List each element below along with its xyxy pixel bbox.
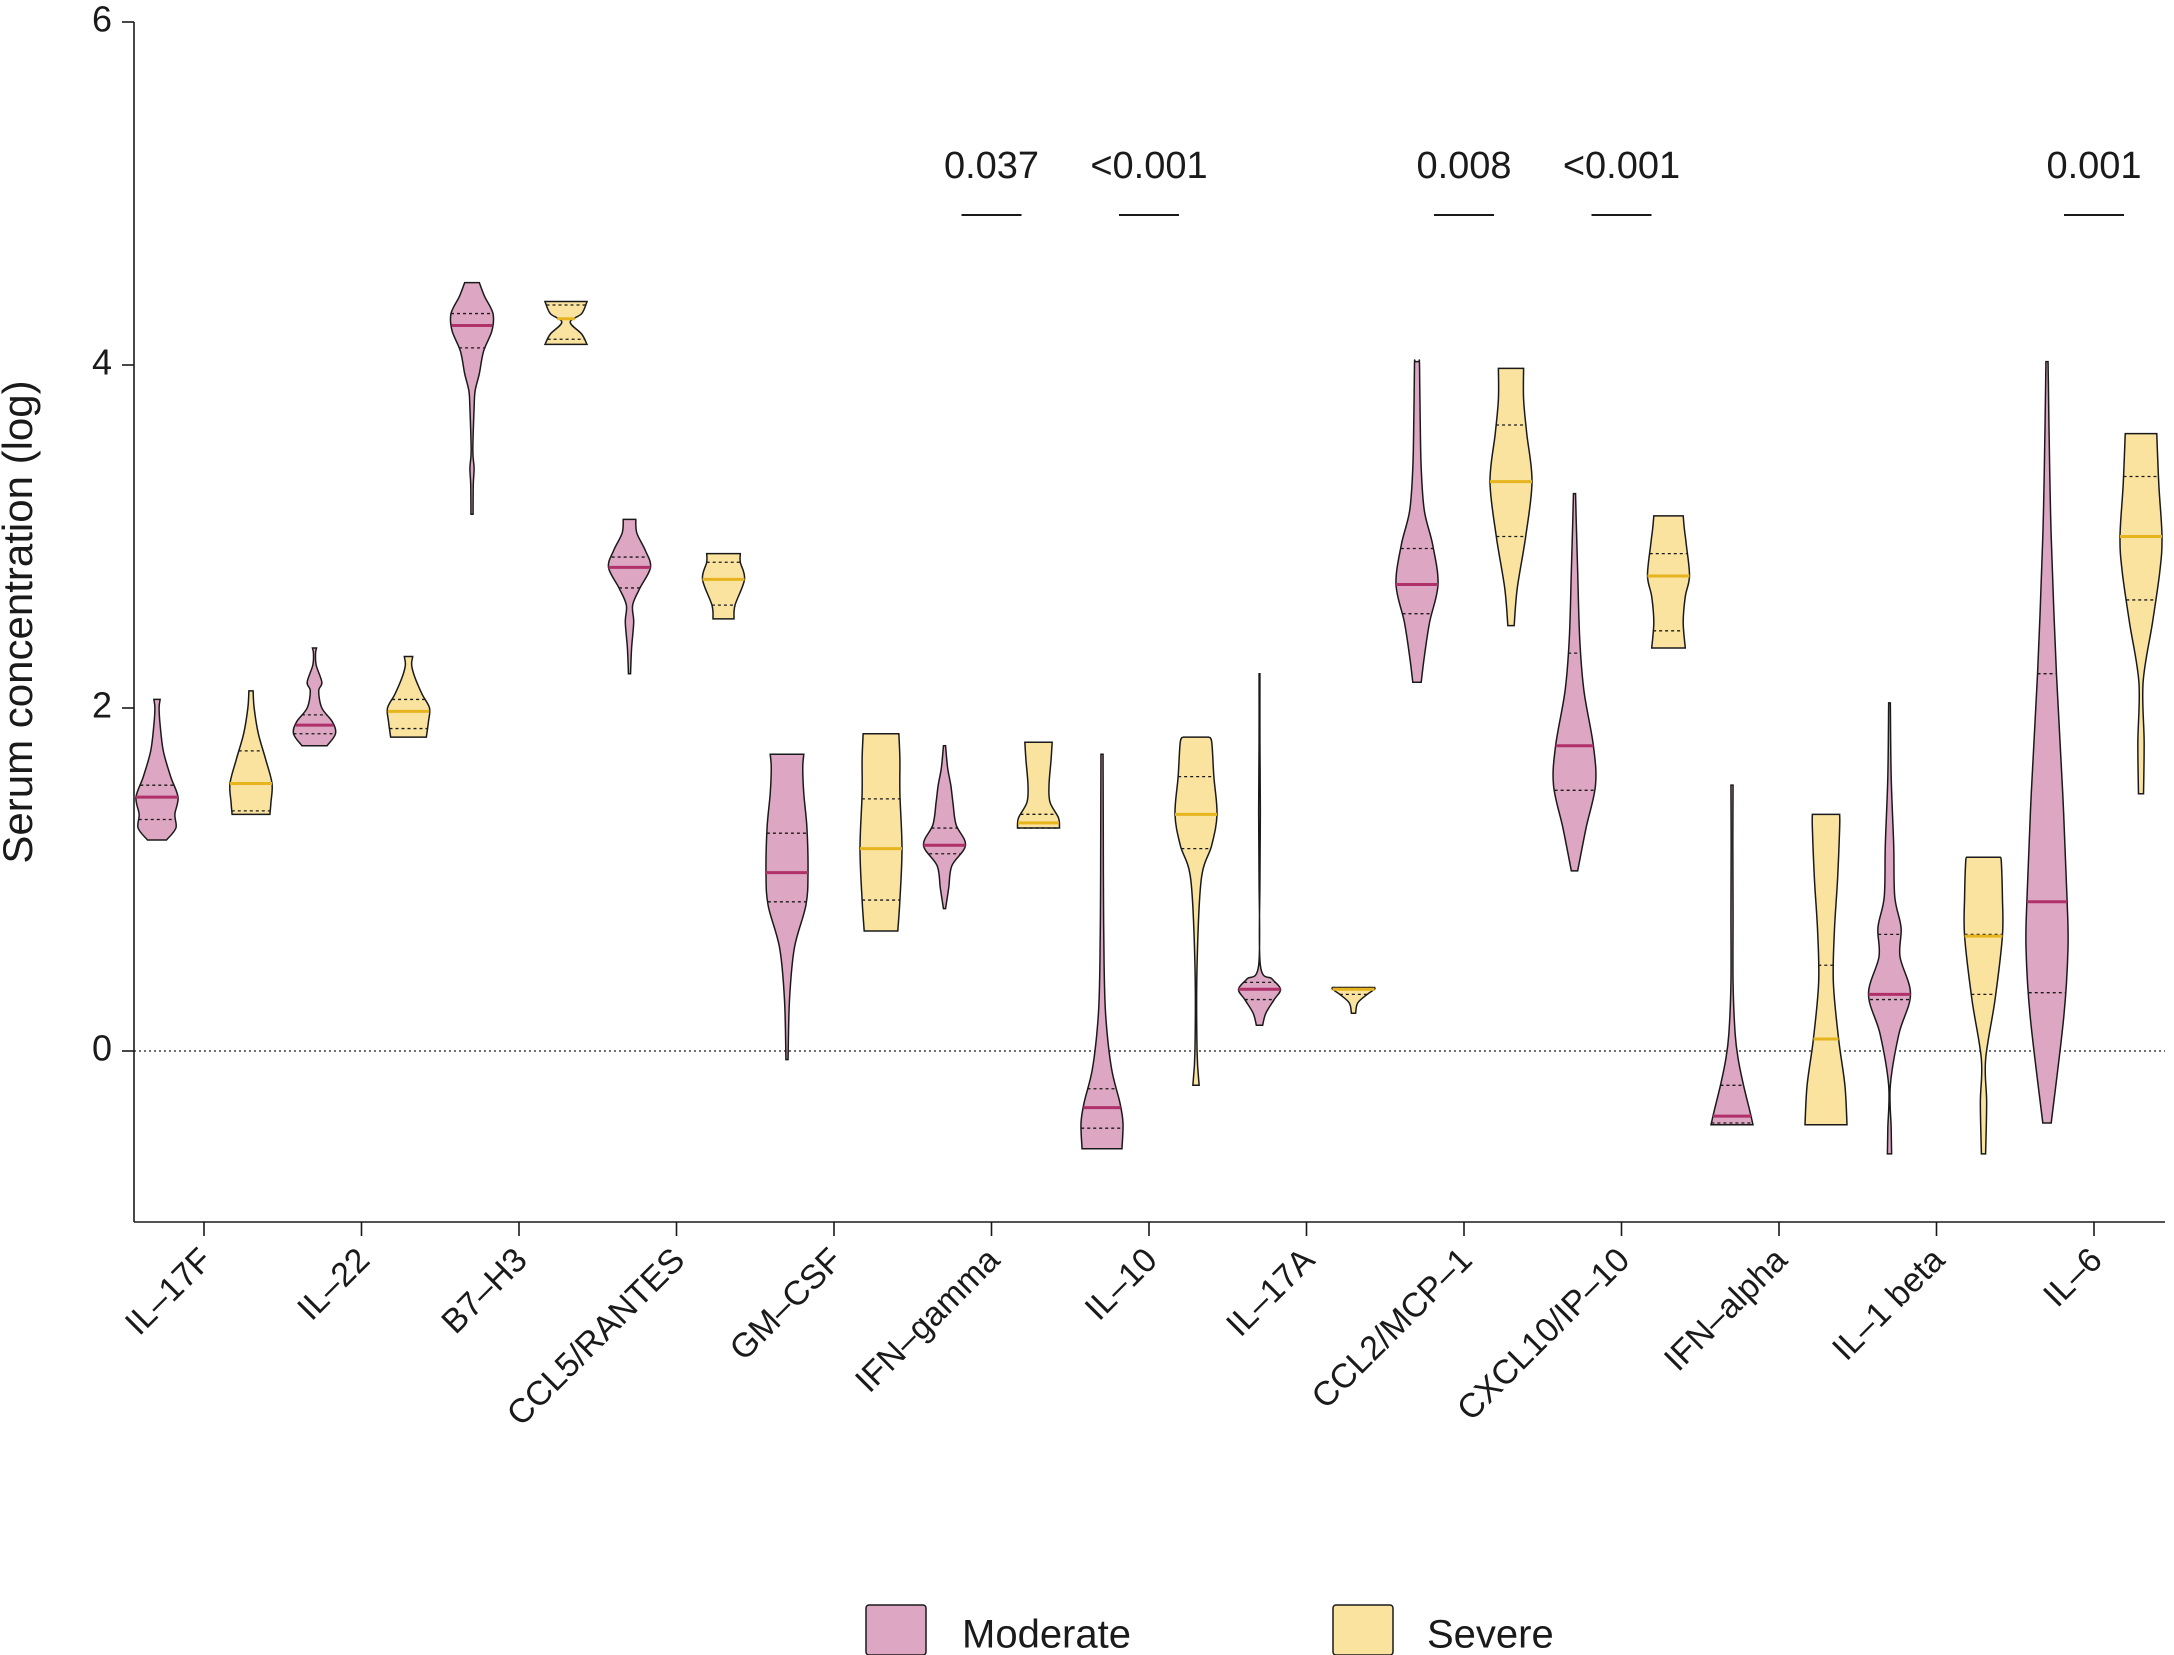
violin-severe-il-17a: [1331, 986, 1376, 1015]
violin-moderate-il-17f: [135, 698, 179, 841]
violin-severe-il-10: [1174, 736, 1218, 1087]
violin-body-severe: [1331, 986, 1376, 1015]
violin-body-moderate: [1395, 359, 1439, 684]
violin-moderate-il-6: [2025, 360, 2069, 1124]
violin-body-severe: [1963, 856, 2004, 1155]
x-tick-label: IFN–alpha: [1657, 1241, 1795, 1379]
x-tick-label: IL–17F: [118, 1241, 220, 1343]
violin-moderate-il-1-beta: [1867, 702, 1912, 1155]
violin-severe-gm-csf: [859, 732, 903, 932]
violin-moderate-il-10: [1080, 753, 1124, 1150]
y-axis-label: Serum concentration (log): [0, 380, 41, 863]
violin-severe-il-17f: [228, 690, 274, 816]
x-tick-label: IFN–gamma: [848, 1241, 1007, 1400]
violin-moderate-il-17a: [1237, 672, 1282, 1027]
violin-body-severe: [1016, 741, 1061, 829]
legend-label-moderate: Moderate: [962, 1613, 1131, 1655]
violin-body-moderate: [1710, 784, 1754, 1126]
x-tick-label: IL–22: [290, 1241, 377, 1328]
violin-body-severe: [1174, 736, 1218, 1087]
violin-body-severe: [543, 300, 589, 346]
x-tick-label: IL–1 beta: [1825, 1241, 1952, 1368]
violin-severe-il-6: [2119, 432, 2163, 795]
violin-moderate-gm-csf: [765, 753, 809, 1061]
x-tick-label: CCL2/MCP–1: [1304, 1241, 1479, 1416]
violin-moderate-ccl2-mcp-1: [1395, 359, 1439, 684]
violin-body-moderate: [292, 647, 337, 747]
violin-body-severe: [2119, 432, 2163, 795]
legend-swatch-moderate: [865, 1604, 927, 1655]
violin-severe-ifn-gamma: [1016, 741, 1061, 829]
p-value-label: 0.001: [2046, 145, 2141, 187]
legend: Moderate Severe: [865, 1604, 1554, 1655]
violin-body-moderate: [1552, 492, 1597, 872]
x-tick-label: IL–10: [1078, 1241, 1165, 1328]
y-ticks: 0 2 4 6: [92, 0, 134, 1069]
legend-label-severe: Severe: [1427, 1613, 1554, 1655]
violin-body-moderate: [449, 281, 495, 515]
violin-severe-ccl2-mcp-1: [1489, 367, 1533, 627]
significance-annotations: 0.037 <0.001 0.008 <0.001 0.001: [944, 145, 2142, 216]
violin-severe-cxcl10-ip-10: [1646, 515, 1691, 649]
violin-body-moderate: [1867, 702, 1912, 1155]
violin-severe-ccl5-rantes: [701, 552, 746, 620]
violin-body-moderate: [765, 753, 809, 1061]
violin-body-severe: [701, 552, 746, 620]
y-tick-label: 0: [92, 1028, 112, 1069]
p-value-label: <0.001: [1563, 145, 1680, 187]
violin-moderate-il-22: [292, 647, 337, 747]
violin-moderate-ccl5-rantes: [607, 518, 652, 675]
violin-moderate-cxcl10-ip-10: [1552, 492, 1597, 872]
p-value-label: 0.037: [944, 145, 1039, 187]
violin-severe-b7-h3: [543, 300, 589, 346]
x-tick-label: IL–6: [2036, 1241, 2110, 1315]
x-tick-label: IL–17A: [1219, 1241, 1322, 1344]
violin-body-moderate: [607, 518, 652, 675]
x-tick-label: GM–CSF: [723, 1241, 850, 1368]
violin-body-moderate: [1080, 753, 1124, 1150]
violins: [135, 281, 2163, 1155]
y-tick-label: 4: [92, 342, 112, 383]
violin-body-severe: [1804, 813, 1848, 1126]
violin-moderate-ifn-gamma: [922, 744, 967, 910]
axes: [133, 22, 2165, 1223]
y-tick-label: 6: [92, 0, 112, 40]
violin-body-severe: [859, 732, 903, 932]
violin-severe-il-22: [386, 655, 431, 738]
x-tick-label: B7–H3: [434, 1241, 534, 1341]
violin-body-moderate: [922, 744, 967, 910]
violin-moderate-ifn-alpha: [1710, 784, 1754, 1126]
violin-body-moderate: [135, 698, 179, 841]
violin-body-severe: [386, 655, 431, 738]
p-value-label: <0.001: [1090, 145, 1207, 187]
violin-body-severe: [1489, 367, 1533, 627]
violin-severe-il-1-beta: [1963, 856, 2004, 1155]
violin-severe-ifn-alpha: [1804, 813, 1848, 1126]
violin-body-moderate: [1237, 672, 1282, 1027]
violin-body-moderate: [2025, 360, 2069, 1124]
violin-body-severe: [228, 690, 274, 816]
violin-body-severe: [1646, 515, 1691, 649]
p-value-label: 0.008: [1416, 145, 1511, 187]
legend-swatch-severe: [1332, 1604, 1394, 1655]
y-tick-label: 2: [92, 685, 112, 726]
violin-moderate-b7-h3: [449, 281, 495, 515]
